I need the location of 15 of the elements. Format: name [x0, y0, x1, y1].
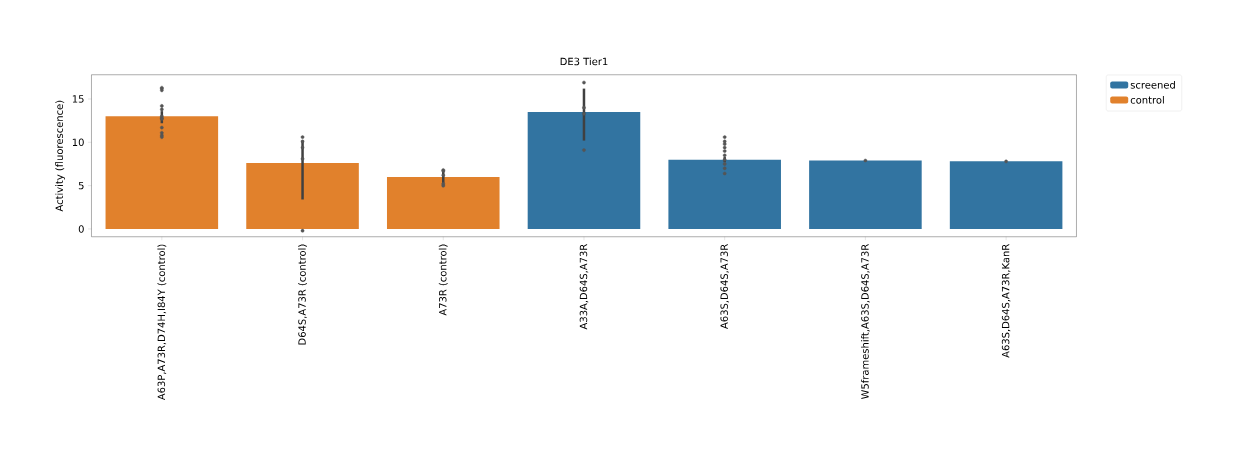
x-tick-label: A63S,D64S,A73R,KanR: [1001, 244, 1011, 358]
y-tick-label: 10: [72, 138, 84, 147]
y-tick-label: 15: [72, 95, 84, 103]
x-tick-label: A33A,D64S,A73R: [579, 244, 589, 330]
x-tick-label: D64S,A73R (control): [298, 244, 307, 345]
x-tick-label: A73R (control): [438, 244, 448, 316]
y-tick-label: 0: [78, 225, 84, 233]
x-tick-label: W5frameshift,A63S,D64S,A73R: [861, 244, 870, 400]
chart-title: DE3 Tier1: [560, 57, 608, 66]
y-tick-label: 5: [78, 181, 84, 190]
legend-label: screened: [1130, 80, 1175, 89]
legend-label: control: [1130, 95, 1164, 104]
x-tick-label: A63P,A73R,D74H,I84Y (control): [157, 244, 167, 401]
y-axis-title: Activity (fluorescence): [55, 100, 65, 212]
x-tick-label: A63S,D64S,A73R: [720, 244, 729, 329]
